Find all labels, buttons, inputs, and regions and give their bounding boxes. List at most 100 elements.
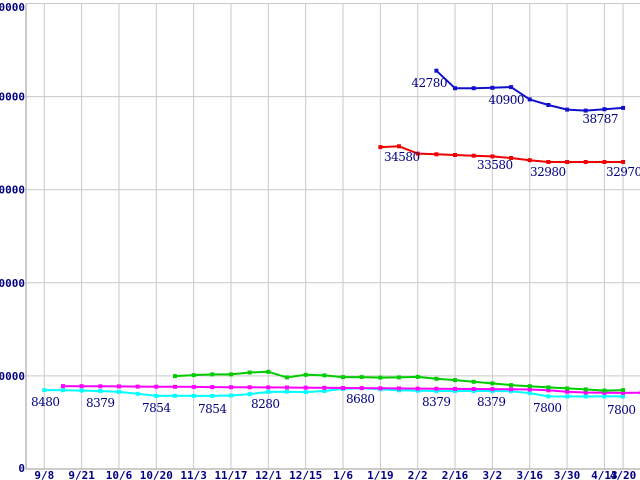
red-series-marker xyxy=(378,145,383,150)
x-axis-labels: 9/8 9/21 10/6 10/20 11/3 11/17 12/1 12/15 1/6 1/1… xyxy=(34,469,636,480)
green-series-marker xyxy=(173,374,177,379)
green-series-marker xyxy=(266,369,271,374)
x-tick-label: 10/6 xyxy=(106,469,133,480)
green-series-marker xyxy=(602,388,607,393)
green-series-marker xyxy=(509,383,514,388)
green-series-marker xyxy=(359,375,364,380)
green-series-marker xyxy=(434,376,439,381)
cyan-series-marker xyxy=(154,393,159,398)
green-series-marker xyxy=(453,378,457,383)
blue-series-marker xyxy=(546,103,551,107)
red-series-marker xyxy=(434,152,439,157)
cyan-series-marker xyxy=(79,388,84,393)
magenta-series-marker xyxy=(173,384,177,389)
magenta-series-marker xyxy=(229,385,233,390)
magenta-series-marker xyxy=(79,384,84,389)
y-tick-label: 50000 xyxy=(0,1,25,14)
cyan-series-marker xyxy=(602,394,607,399)
blue-series-marker xyxy=(434,68,439,73)
magenta-series-marker xyxy=(98,384,103,389)
cyan-series-marker xyxy=(565,394,570,399)
cyan-series-marker xyxy=(621,394,626,399)
green-series-marker xyxy=(565,386,570,391)
magenta-series-marker xyxy=(453,386,457,391)
magenta-series-line xyxy=(62,385,640,394)
blue-series-marker xyxy=(621,105,626,110)
red-series-marker xyxy=(565,160,570,164)
cyan-series-marker xyxy=(61,388,65,393)
red-series-marker xyxy=(602,160,607,164)
y-tick-label: 30000 xyxy=(0,184,25,197)
cyan-series-marker xyxy=(453,389,457,393)
red-series-marker xyxy=(546,160,551,164)
green-series-marker xyxy=(285,375,289,380)
cyan-series-marker xyxy=(266,389,271,394)
x-tick-label: 3/30 xyxy=(554,469,581,480)
blue-series-marker xyxy=(602,107,607,112)
red-series xyxy=(378,144,626,164)
magenta-series-marker xyxy=(565,389,570,394)
x-tick-label: 2/2 xyxy=(408,469,428,480)
magenta-series-marker xyxy=(509,387,514,392)
green-series-marker xyxy=(341,375,345,380)
point-value-label: 32970 xyxy=(606,165,640,179)
green-series xyxy=(173,369,626,393)
green-series-marker xyxy=(583,387,588,392)
magenta-series-marker xyxy=(61,384,65,389)
point-value-label: 7800 xyxy=(607,403,636,417)
magenta-series-marker xyxy=(154,384,159,389)
x-tick-label: 11/3 xyxy=(180,469,207,480)
point-value-label: 32980 xyxy=(530,165,566,179)
cyan-series-marker xyxy=(322,389,327,393)
y-tick-label: 40000 xyxy=(0,91,25,104)
x-tick-label: 12/1 xyxy=(255,469,282,480)
point-value-label: 8379 xyxy=(422,395,451,409)
green-series-marker xyxy=(191,373,196,378)
cyan-series-marker xyxy=(247,392,252,397)
x-tick-label: 2/16 xyxy=(442,469,469,480)
x-tick-label: 4/20 xyxy=(610,469,637,480)
point-value-label: 8280 xyxy=(251,397,280,411)
y-tick-label: 0 xyxy=(18,462,25,475)
green-series-marker xyxy=(210,372,215,377)
magenta-series-marker xyxy=(490,387,495,392)
blue-series-marker xyxy=(527,97,532,102)
point-value-label: 8379 xyxy=(86,396,115,410)
green-series-marker xyxy=(415,374,420,379)
x-tick-label: 3/2 xyxy=(482,469,502,480)
magenta-series-marker xyxy=(303,385,308,390)
cyan-series-marker xyxy=(546,394,551,399)
magenta-series-marker xyxy=(602,390,607,395)
cyan-series-marker xyxy=(527,391,532,396)
y-tick-label: 10000 xyxy=(0,370,25,383)
green-series-marker xyxy=(527,384,532,389)
point-value-label: 7854 xyxy=(198,402,227,416)
red-series-marker xyxy=(415,151,420,156)
magenta-series-marker xyxy=(247,385,252,390)
point-value-label: 8480 xyxy=(31,395,60,409)
blue-series-marker xyxy=(565,107,570,112)
green-series-marker xyxy=(621,388,626,393)
point-value-label: 42780 xyxy=(411,76,447,90)
magenta-series-marker xyxy=(434,386,439,391)
magenta-series-marker xyxy=(471,387,476,391)
axis-lines xyxy=(25,3,640,470)
cyan-series-marker xyxy=(303,390,308,395)
red-series-marker xyxy=(397,144,401,149)
green-series-marker xyxy=(471,379,476,384)
point-value-label: 8379 xyxy=(477,395,506,409)
x-tick-label: 1/6 xyxy=(333,469,353,480)
green-series-marker xyxy=(546,385,551,390)
red-series-marker xyxy=(471,153,476,158)
point-value-label: 7854 xyxy=(142,401,171,415)
red-series-marker xyxy=(509,156,514,160)
point-value-label: 38787 xyxy=(582,112,618,126)
x-tick-label: 12/15 xyxy=(289,469,322,480)
magenta-series-marker xyxy=(378,386,383,391)
magenta-series-marker xyxy=(210,385,215,390)
green-series-marker xyxy=(490,381,495,386)
blue-series-marker xyxy=(509,85,514,90)
